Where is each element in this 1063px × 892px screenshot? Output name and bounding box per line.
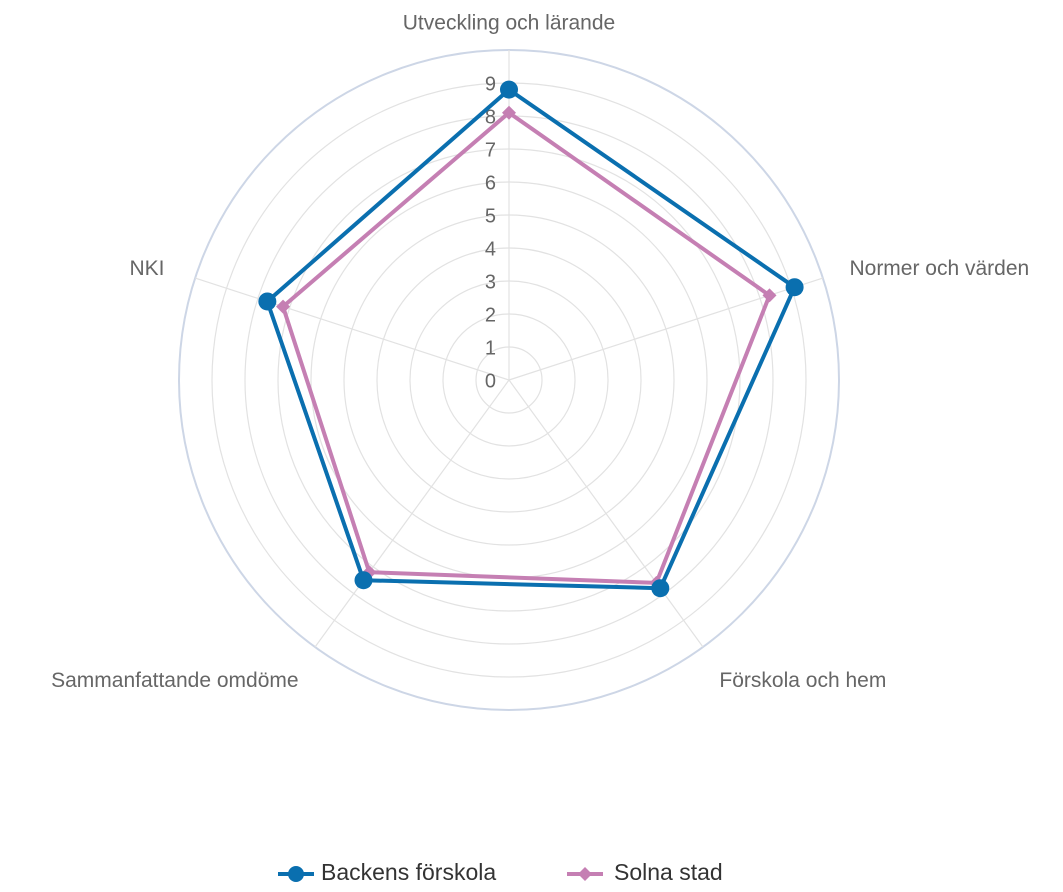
legend-marker xyxy=(578,867,592,881)
legend-marker xyxy=(288,866,304,882)
series-1 xyxy=(258,80,804,598)
radial-tick-label: 8 xyxy=(485,106,496,128)
radial-tick-label: 2 xyxy=(485,304,496,326)
radar-axes xyxy=(194,50,824,648)
category-label: Förskola och hem xyxy=(719,669,886,692)
legend-item-1: Backens förskola xyxy=(278,859,496,885)
series-point xyxy=(651,579,670,598)
axis-line xyxy=(194,277,510,381)
category-label: Utveckling och lärande xyxy=(403,12,615,35)
series-line xyxy=(265,87,797,591)
category-label: Sammanfattande omdöme xyxy=(51,669,298,692)
category-label: NKI xyxy=(130,257,165,280)
category-label: Normer och värden xyxy=(849,257,1029,280)
series-layer xyxy=(258,80,804,598)
series-point xyxy=(762,288,777,303)
series-point xyxy=(502,105,516,120)
legend-label: Backens förskola xyxy=(321,859,496,885)
radial-tick-label: 3 xyxy=(485,271,496,293)
series-point xyxy=(785,278,804,297)
radial-tick-label: 7 xyxy=(485,139,496,161)
series-line xyxy=(281,110,772,585)
radial-tick-label: 0 xyxy=(485,370,496,392)
legend-label: Solna stad xyxy=(614,859,723,885)
series-point xyxy=(276,299,291,314)
radial-tick-label: 4 xyxy=(485,238,496,260)
radial-tick-label: 5 xyxy=(485,205,496,227)
axis-line xyxy=(508,379,704,648)
legend: Backens förskola Solna stad xyxy=(278,859,723,885)
radial-tick-label: 6 xyxy=(485,172,496,194)
series-point xyxy=(258,292,277,311)
series-2 xyxy=(276,105,777,590)
series-point xyxy=(354,571,373,590)
radial-tick-label: 9 xyxy=(485,73,496,95)
category-labels: Utveckling och lärande Normer och värden F… xyxy=(51,12,1029,693)
radial-tick-label: 1 xyxy=(485,337,496,359)
axis-line xyxy=(314,379,510,648)
radial-tick-labels: 0 1 2 3 4 5 6 7 8 9 xyxy=(485,73,496,392)
legend-item-2: Solna stad xyxy=(567,859,723,885)
series-point xyxy=(500,80,518,99)
